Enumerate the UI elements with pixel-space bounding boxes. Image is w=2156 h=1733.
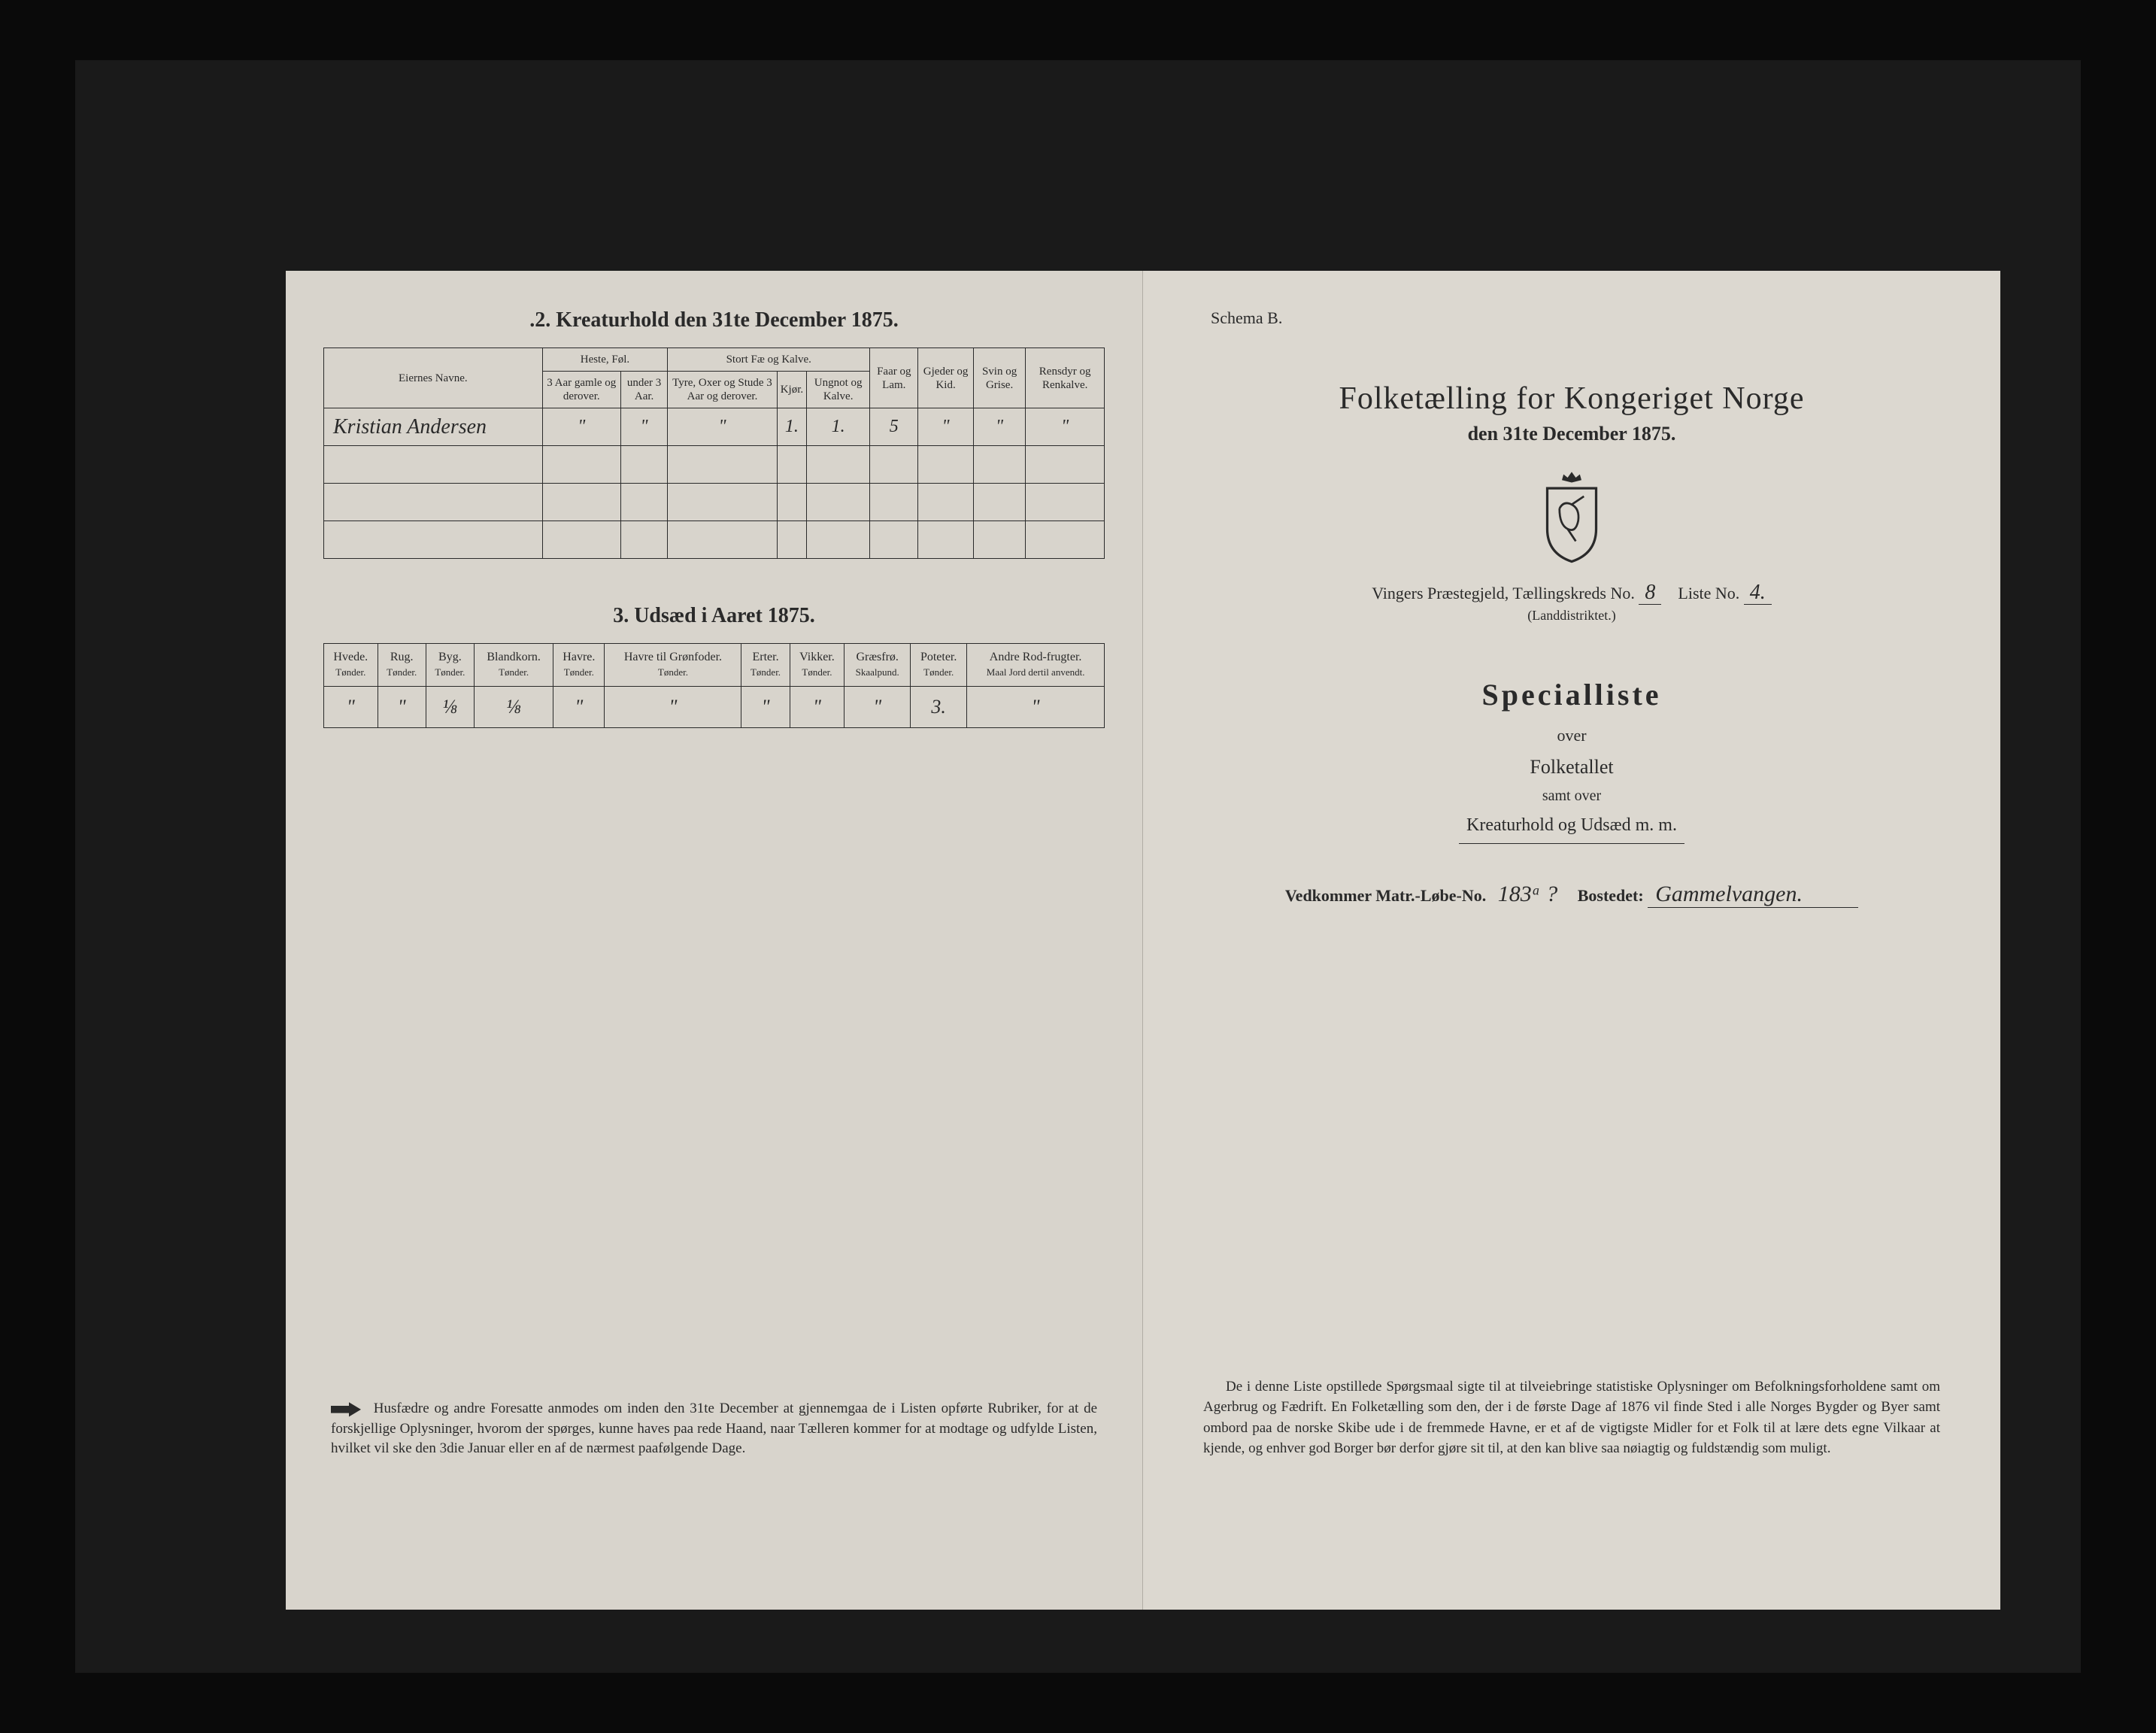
col-reindeer: Rensdyr og Renkalve. xyxy=(1026,348,1105,408)
cell: " xyxy=(967,687,1105,728)
cell: " xyxy=(918,408,973,446)
right-page: Schema B. Folketælling for Kongeriget No… xyxy=(1143,271,2000,1610)
table-row xyxy=(324,521,1105,559)
col-vetch: Vikker.Tønder. xyxy=(790,644,845,687)
cell: " xyxy=(790,687,845,728)
parish-info: Vingers Præstegjeld, Tællingskreds No. 8… xyxy=(1181,581,1963,624)
col-mixcorn: Blandkorn.Tønder. xyxy=(474,644,553,687)
cell: " xyxy=(553,687,605,728)
owner-name: Kristian Andersen xyxy=(324,408,543,446)
col-green: Havre til Grønfoder.Tønder. xyxy=(605,644,741,687)
col-horse-b: under 3 Aar. xyxy=(620,372,667,408)
table-row: Kristian Andersen " " " 1. 1. 5 " " " xyxy=(324,408,1105,446)
col-barley: Byg.Tønder. xyxy=(426,644,474,687)
cell: 3. xyxy=(911,687,967,728)
coat-of-arms-icon xyxy=(1530,468,1613,566)
col-root: Andre Rod-frugter.Maal Jord dertil anven… xyxy=(967,644,1105,687)
col-grass: Græsfrø.Skaalpund. xyxy=(845,644,911,687)
right-footnote: De i denne Liste opstillede Spørgsmaal s… xyxy=(1203,1376,1940,1459)
spec-over: over xyxy=(1181,726,1963,745)
col-potato: Poteter.Tønder. xyxy=(911,644,967,687)
col-peas: Erter.Tønder. xyxy=(741,644,790,687)
left-page: .2. Kreaturhold den 31te December 1875. … xyxy=(286,271,1143,1610)
matr-line: Vedkommer Matr.-Løbe-No. 183ᵃ ? Bostedet… xyxy=(1181,882,1963,908)
spec-folketallet: Folketallet xyxy=(1181,756,1963,778)
col-owner: Eiernes Navne. xyxy=(324,348,543,408)
spec-kreatur: Kreaturhold og Udsæd m. m. xyxy=(1181,815,1963,836)
cell: " xyxy=(973,408,1026,446)
census-title: Folketælling for Kongeriget Norge xyxy=(1181,381,1963,417)
census-subtitle: den 31te December 1875. xyxy=(1181,423,1963,445)
col-pig: Svin og Grise. xyxy=(973,348,1026,408)
cell: " xyxy=(542,408,620,446)
col-wheat: Hvede.Tønder. xyxy=(324,644,378,687)
document-spread: .2. Kreaturhold den 31te December 1875. … xyxy=(286,271,2000,1610)
cell: ⅛ xyxy=(426,687,474,728)
cell: " xyxy=(324,687,378,728)
section2-title: .2. Kreaturhold den 31te December 1875. xyxy=(323,308,1105,332)
cell: " xyxy=(1026,408,1105,446)
schema-label: Schema B. xyxy=(1211,308,1963,328)
col-rye: Rug.Tønder. xyxy=(378,644,426,687)
cell: " xyxy=(378,687,426,728)
table-row xyxy=(324,446,1105,484)
cell: " xyxy=(620,408,667,446)
col-cattle-b: Kjør. xyxy=(777,372,806,408)
col-sheep: Faar og Lam. xyxy=(870,348,918,408)
col-cattle-group: Stort Fæ og Kalve. xyxy=(668,348,870,372)
table-row xyxy=(324,484,1105,521)
list-number: 4. xyxy=(1744,581,1772,605)
bosted-name: Gammelvangen. xyxy=(1648,882,1858,908)
cell: 5 xyxy=(870,408,918,446)
kreds-number: 8 xyxy=(1639,581,1661,605)
cell: " xyxy=(741,687,790,728)
col-horses-group: Heste, Føl. xyxy=(542,348,668,372)
col-goat: Gjeder og Kid. xyxy=(918,348,973,408)
left-footnote: Husfædre og andre Foresatte anmodes om i… xyxy=(331,1399,1097,1459)
cell: " xyxy=(605,687,741,728)
cell: " xyxy=(845,687,911,728)
divider xyxy=(1459,843,1684,844)
cell: " xyxy=(668,408,777,446)
spec-samt: samt over xyxy=(1181,788,1963,805)
table-row: " " ⅛ ⅛ " " " " " 3. " xyxy=(324,687,1105,728)
col-oats: Havre.Tønder. xyxy=(553,644,605,687)
livestock-table: Eiernes Navne. Heste, Føl. Stort Fæ og K… xyxy=(323,348,1105,559)
col-horse-a: 3 Aar gamle og derover. xyxy=(542,372,620,408)
cell: 1. xyxy=(777,408,806,446)
pointing-hand-icon xyxy=(331,1401,361,1419)
seed-table: Hvede.Tønder. Rug.Tønder. Byg.Tønder. Bl… xyxy=(323,643,1105,728)
col-cattle-c: Ungnot og Kalve. xyxy=(807,372,870,408)
specialliste-title: Specialliste xyxy=(1181,677,1963,712)
matr-number: 183ᵃ ? xyxy=(1490,882,1565,906)
cell: 1. xyxy=(807,408,870,446)
col-cattle-a: Tyre, Oxer og Stude 3 Aar og derover. xyxy=(668,372,777,408)
section3-title: 3. Udsæd i Aaret 1875. xyxy=(323,604,1105,628)
cell: ⅛ xyxy=(474,687,553,728)
